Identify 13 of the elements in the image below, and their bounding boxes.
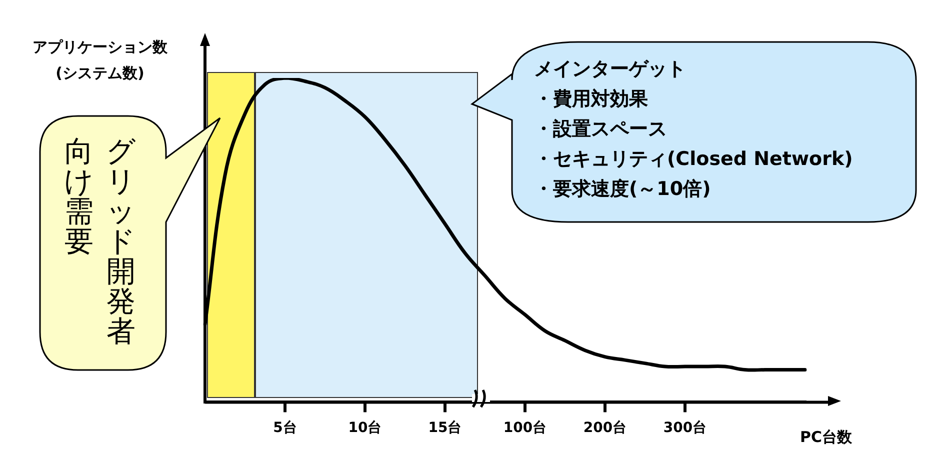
annotation: ・設置スペース xyxy=(534,117,668,142)
x-tick-label: 10台 xyxy=(348,420,382,436)
x-axis-title: PC台数 xyxy=(800,428,852,447)
x-tick-label: 5台 xyxy=(273,420,297,436)
x-tick-label: 100台 xyxy=(503,420,547,436)
annotation: ・要求速度(～10倍) xyxy=(534,177,712,202)
x-tick-label: 15台 xyxy=(428,420,462,436)
annotation: メインターゲット xyxy=(534,57,687,82)
x-tick-label: 300台 xyxy=(663,420,707,436)
annotation: ・セキュリティ(Closed Network) xyxy=(534,147,853,172)
annotation: ・費用対効果 xyxy=(534,87,649,112)
y-axis-title: アプリケーション数 (システム数) xyxy=(32,37,168,84)
x-tick-label: 200台 xyxy=(583,420,627,436)
